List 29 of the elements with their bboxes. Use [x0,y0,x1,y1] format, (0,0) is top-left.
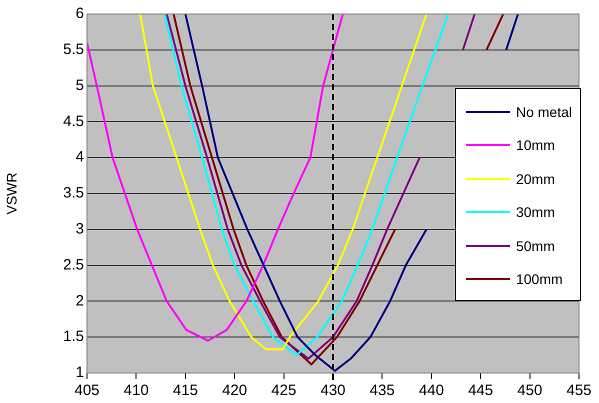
legend-label: 100mm [516,271,563,288]
x-tick-label: 405 [74,382,100,400]
x-tick-label: 425 [271,382,296,400]
y-tick-label: 3.5 [63,184,84,202]
y-tick-label: 2 [76,292,84,310]
x-tick-label: 420 [222,382,248,400]
legend-label: 20mm [516,170,555,187]
x-tick-label: 410 [124,382,149,400]
y-tick-label: 5 [76,76,84,94]
y-tick-label: 1.5 [63,328,84,346]
x-tick-label: 445 [468,382,494,400]
y-tick-label: 6 [76,5,84,22]
legend-label: 50mm [516,238,555,254]
x-tick-label: 440 [418,382,444,400]
y-tick-label: 3 [76,220,84,238]
x-tick-label: 415 [172,382,198,400]
x-tick-label: 455 [566,382,592,400]
legend-label: No metal [516,104,572,120]
x-tick-label: 450 [517,382,542,400]
y-tick-label: 2.5 [63,256,84,274]
legend-label: 10mm [516,137,555,154]
y-tick-label: 1 [76,364,84,382]
x-tick-label: 435 [370,382,395,400]
y-tick-label: 4.5 [63,112,84,130]
x-tick-label: 430 [320,382,346,400]
y-tick-label: 4 [76,148,84,166]
legend-label: 30mm [516,204,555,220]
y-axis-title: VSWR [3,172,20,214]
y-tick-label: 5.5 [63,41,84,58]
